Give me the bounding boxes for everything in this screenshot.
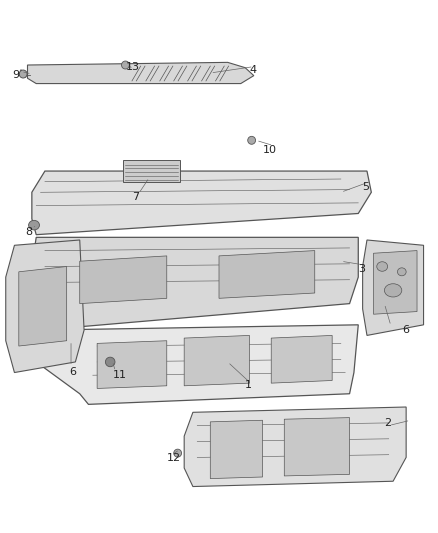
Polygon shape <box>97 341 167 389</box>
Polygon shape <box>32 171 371 235</box>
Ellipse shape <box>106 357 115 367</box>
Ellipse shape <box>174 449 182 457</box>
Polygon shape <box>284 418 350 476</box>
Polygon shape <box>271 335 332 383</box>
Text: 13: 13 <box>125 62 139 72</box>
Polygon shape <box>219 251 315 298</box>
Polygon shape <box>184 335 250 386</box>
Ellipse shape <box>121 61 129 69</box>
Polygon shape <box>28 62 254 84</box>
Text: 8: 8 <box>25 227 32 237</box>
Ellipse shape <box>377 262 388 271</box>
Text: 5: 5 <box>363 182 370 192</box>
Ellipse shape <box>248 136 255 144</box>
Text: 4: 4 <box>250 65 257 75</box>
Text: 7: 7 <box>132 192 139 202</box>
Polygon shape <box>210 420 262 479</box>
Text: 6: 6 <box>402 325 409 335</box>
Text: 2: 2 <box>385 418 392 427</box>
Polygon shape <box>374 251 417 314</box>
Polygon shape <box>36 325 358 405</box>
Text: 12: 12 <box>167 453 181 463</box>
Polygon shape <box>32 237 358 330</box>
Text: 6: 6 <box>69 367 76 377</box>
Polygon shape <box>123 160 180 182</box>
Text: 11: 11 <box>113 370 127 380</box>
Text: 3: 3 <box>358 264 365 274</box>
Text: 9: 9 <box>12 70 19 80</box>
Text: 1: 1 <box>245 381 252 391</box>
Polygon shape <box>6 240 84 373</box>
Ellipse shape <box>397 268 406 276</box>
Ellipse shape <box>28 220 39 230</box>
Polygon shape <box>80 256 167 304</box>
Ellipse shape <box>385 284 402 297</box>
Polygon shape <box>19 266 67 346</box>
Polygon shape <box>184 407 406 487</box>
Text: 10: 10 <box>262 144 276 155</box>
Polygon shape <box>363 240 424 335</box>
Ellipse shape <box>19 70 27 78</box>
